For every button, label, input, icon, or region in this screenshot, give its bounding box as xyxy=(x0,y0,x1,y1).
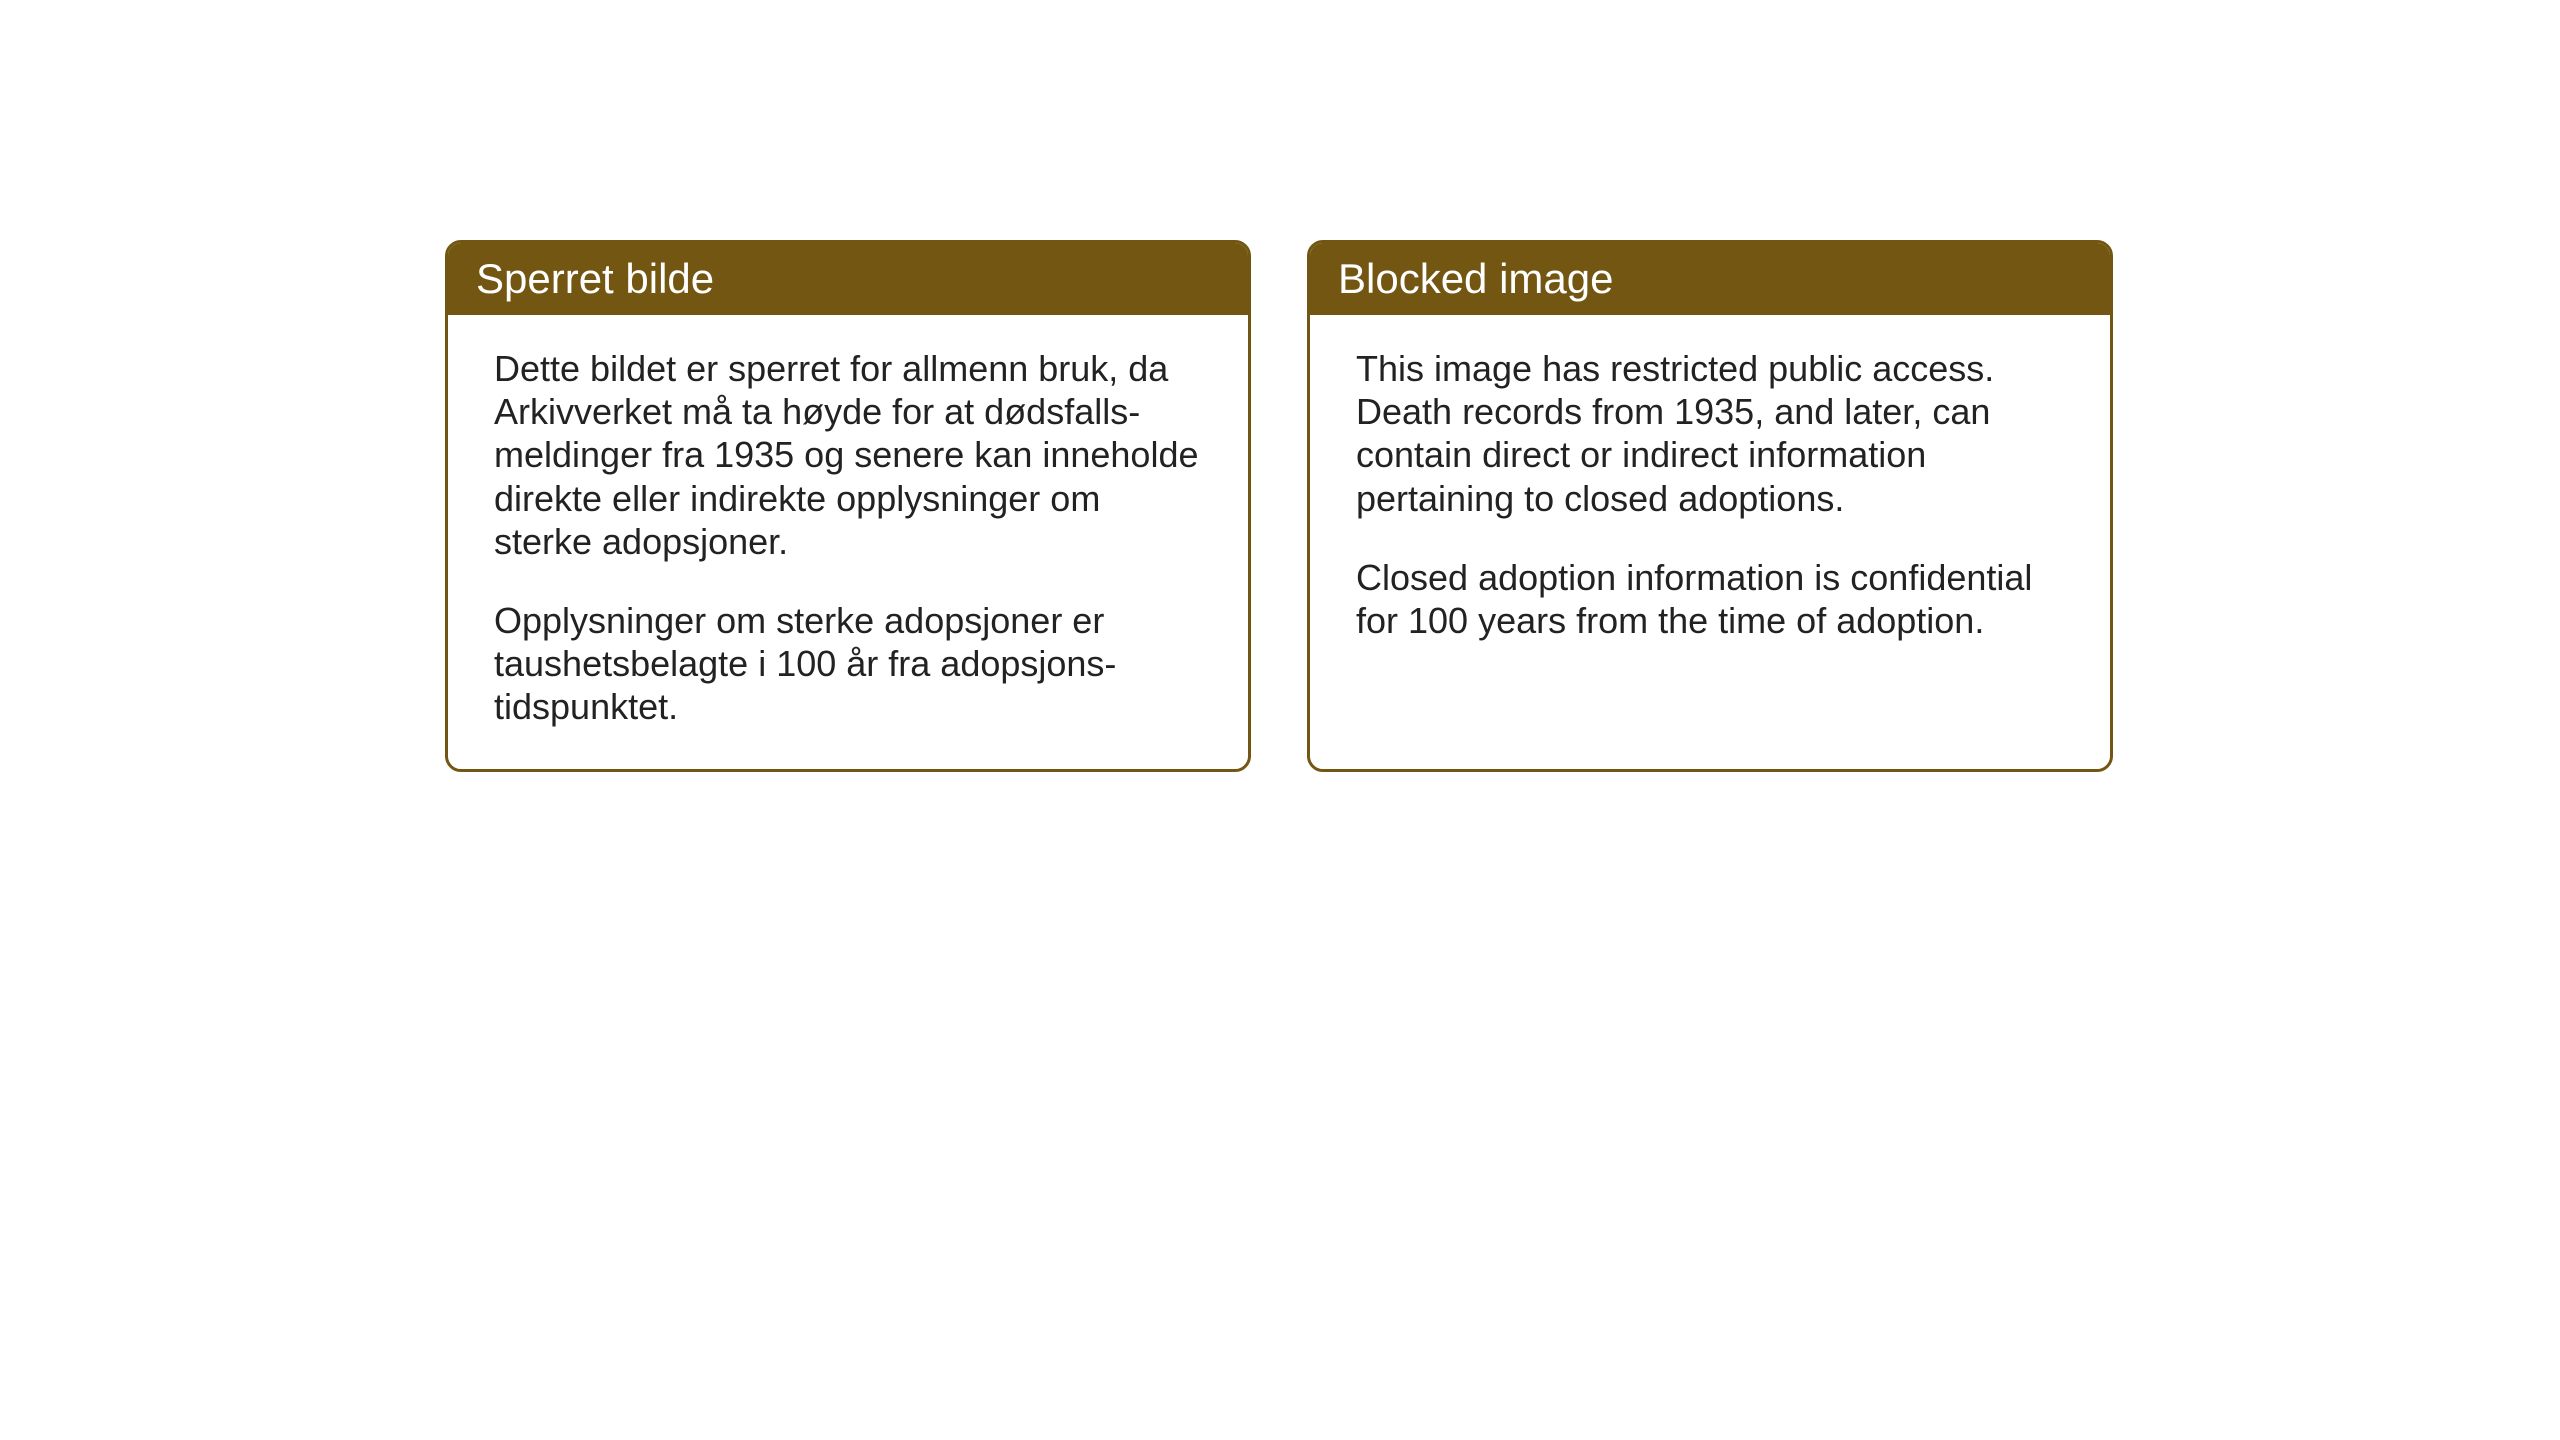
card-norwegian: Sperret bilde Dette bildet er sperret fo… xyxy=(445,240,1251,772)
notice-container: Sperret bilde Dette bildet er sperret fo… xyxy=(445,240,2113,772)
card-header-english: Blocked image xyxy=(1310,243,2110,315)
card-paragraph2-english: Closed adoption information is confident… xyxy=(1356,556,2064,642)
card-title-norwegian: Sperret bilde xyxy=(476,255,714,302)
card-body-english: This image has restricted public access.… xyxy=(1310,315,2110,682)
card-paragraph2-norwegian: Opplysninger om sterke adopsjoner er tau… xyxy=(494,599,1202,729)
card-english: Blocked image This image has restricted … xyxy=(1307,240,2113,772)
card-header-norwegian: Sperret bilde xyxy=(448,243,1248,315)
card-paragraph1-norwegian: Dette bildet er sperret for allmenn bruk… xyxy=(494,347,1202,563)
card-title-english: Blocked image xyxy=(1338,255,1613,302)
card-paragraph1-english: This image has restricted public access.… xyxy=(1356,347,2064,520)
card-body-norwegian: Dette bildet er sperret for allmenn bruk… xyxy=(448,315,1248,769)
